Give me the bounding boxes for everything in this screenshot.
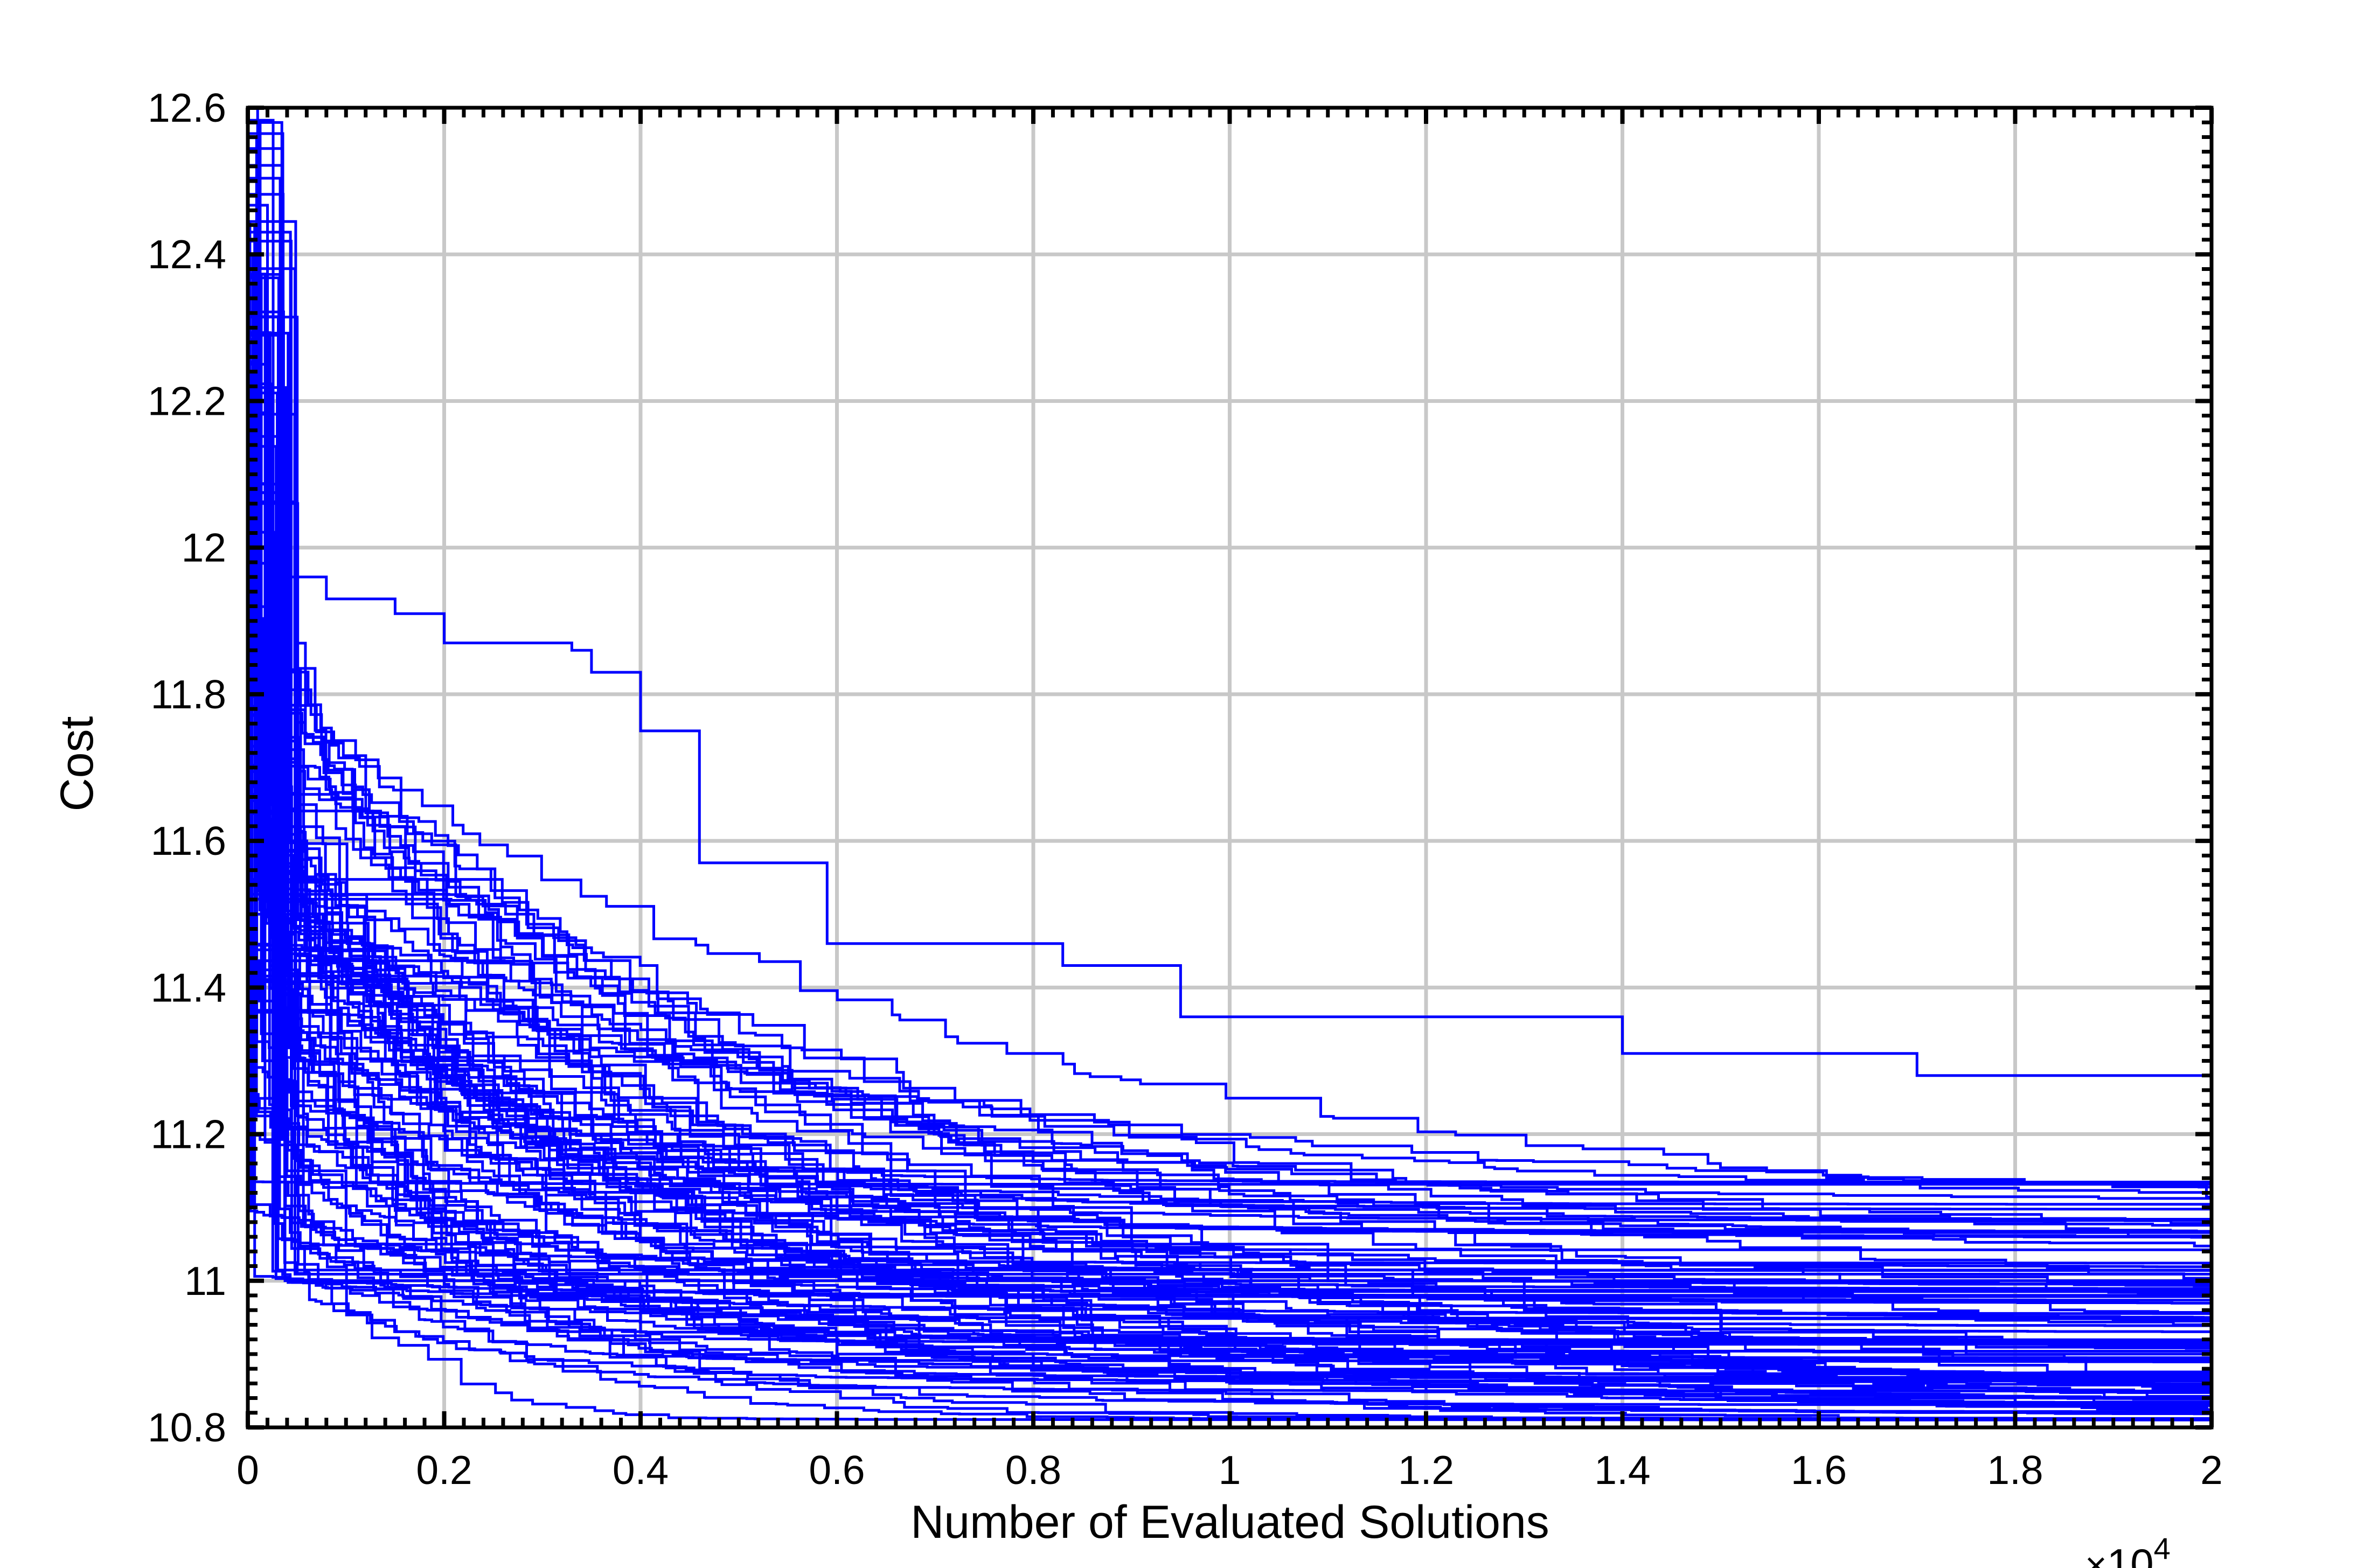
exponent-base: 10 bbox=[2107, 1540, 2154, 1568]
y-tick-labels: 10.8 11 11.2 11.4 11.6 11.8 12 12.2 12.4 12.6 bbox=[148, 85, 226, 1450]
run-curve bbox=[248, 253, 2212, 1369]
run-curve bbox=[248, 491, 2212, 1341]
y-tick-label: 11.4 bbox=[151, 965, 226, 1010]
x-tick-label: 2 bbox=[2200, 1447, 2223, 1493]
run-curve bbox=[248, 386, 2212, 1379]
run-curve bbox=[248, 382, 2212, 1333]
run-curve bbox=[248, 392, 2212, 1405]
run-curve bbox=[248, 713, 2212, 1194]
run-curve bbox=[248, 960, 2212, 1385]
x-tick-label: 0.6 bbox=[809, 1447, 865, 1493]
run-curve bbox=[248, 108, 2212, 1083]
run-curve bbox=[248, 770, 2212, 1376]
y-tick-label: 11.8 bbox=[151, 672, 226, 717]
run-curve bbox=[248, 841, 2212, 1361]
run-curve bbox=[248, 825, 2212, 1421]
run-curve bbox=[248, 312, 2212, 1362]
x-tick-label: 1 bbox=[1219, 1447, 1241, 1493]
x-tick-label: 0.2 bbox=[416, 1447, 472, 1493]
x-tick-label: 0.4 bbox=[613, 1447, 669, 1493]
run-curve bbox=[248, 1011, 2212, 1314]
run-curve bbox=[248, 276, 2212, 1399]
y-tick-label: 11.2 bbox=[151, 1112, 226, 1157]
run-curve bbox=[248, 948, 2212, 1287]
run-curve bbox=[248, 491, 2212, 1198]
run-curve bbox=[248, 605, 2212, 1346]
run-curve bbox=[248, 407, 2212, 1251]
run-curve bbox=[248, 399, 2212, 1413]
y-tick-label: 12 bbox=[182, 525, 226, 570]
x-tick-label: 0 bbox=[237, 1447, 259, 1493]
run-curve bbox=[248, 561, 2212, 1378]
y-tick-label: 11.6 bbox=[151, 818, 226, 863]
run-curve bbox=[248, 562, 2212, 1393]
run-curve bbox=[248, 483, 2212, 1400]
y-tick-label: 10.8 bbox=[148, 1405, 226, 1450]
x-tick-label: 1.6 bbox=[1791, 1447, 1847, 1493]
exponent-power: 4 bbox=[2154, 1531, 2171, 1565]
x-tick-label: 1.4 bbox=[1594, 1447, 1650, 1493]
run-curve bbox=[248, 204, 2212, 1238]
y-tick-label: 12.6 bbox=[148, 85, 226, 130]
x-tick-label: 1.2 bbox=[1398, 1447, 1454, 1493]
run-curves bbox=[248, 108, 2212, 1421]
run-curve bbox=[248, 331, 2212, 1222]
run-curve bbox=[248, 663, 2212, 1315]
x-tick-label: 0.8 bbox=[1005, 1447, 1061, 1493]
x-axis-label: Number of Evaluated Solutions bbox=[910, 1496, 1549, 1548]
y-axis-label: Cost bbox=[51, 716, 103, 811]
run-curve bbox=[248, 893, 2212, 1323]
run-curve bbox=[248, 445, 2212, 1374]
y-tick-label: 12.4 bbox=[148, 232, 226, 277]
run-curve bbox=[248, 959, 2212, 1200]
run-curve bbox=[248, 546, 2212, 1211]
x-tick-label: 1.8 bbox=[1987, 1447, 2043, 1493]
y-tick-label: 11 bbox=[184, 1258, 226, 1304]
exponent-prefix: × bbox=[2085, 1544, 2107, 1568]
run-curve bbox=[248, 943, 2212, 1326]
x-axis-exponent: ×104 bbox=[2085, 1531, 2171, 1568]
run-curve bbox=[248, 413, 2212, 1348]
run-curve bbox=[248, 675, 2212, 1280]
svg-text:×104: ×104 bbox=[2085, 1531, 2171, 1568]
run-curve bbox=[248, 793, 2212, 1376]
y-tick-label: 12.2 bbox=[148, 378, 226, 423]
run-curve bbox=[248, 494, 2212, 1406]
x-tick-labels: 0 0.2 0.4 0.6 0.8 1 1.2 1.4 1.6 1.8 2 bbox=[237, 1447, 2223, 1493]
run-curve bbox=[248, 811, 2212, 1269]
run-curve bbox=[248, 411, 2212, 1305]
plot-frame bbox=[246, 106, 2214, 1430]
major-ticks bbox=[246, 106, 2214, 1430]
